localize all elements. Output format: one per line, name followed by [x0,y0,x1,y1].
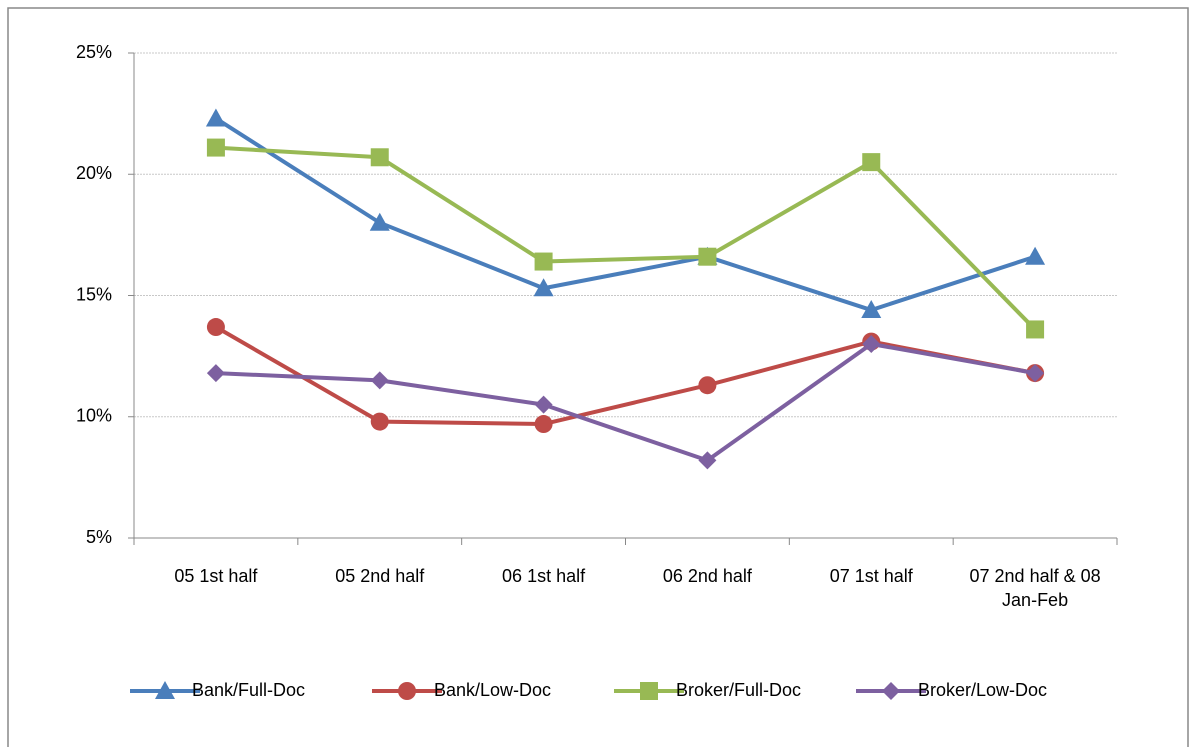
data-point [534,395,553,414]
legend-label: Broker/Full-Doc [676,680,801,700]
data-point [534,415,553,434]
data-point [698,247,717,266]
data-point [862,335,881,353]
data-point [1025,246,1046,265]
data-point [862,153,881,172]
data-point [370,371,389,390]
legend-marker [882,682,900,700]
x-tick-label: 07 2nd half & 08 Jan-Feb [969,566,1101,610]
series-line [214,116,1036,313]
y-tick-label: 5% [86,527,112,547]
chart-border [7,7,1189,747]
data-point [205,108,226,127]
y-tick-label: 20% [76,163,112,183]
data-point [861,300,882,319]
data-point [698,451,717,470]
series-line [214,325,1036,427]
data-point [206,364,225,383]
x-tick-label: 06 1st half [502,566,586,586]
data-point [206,318,225,337]
x-tick-label: 05 1st half [174,566,258,586]
data-point [370,412,389,431]
legend-label: Bank/Full-Doc [192,680,305,700]
series-line [215,145,1037,331]
legend-label: Broker/Low-Doc [918,680,1047,700]
y-tick-label: 25% [76,42,112,62]
series-line [215,342,1036,463]
data-point [370,148,389,167]
data-point [698,376,717,395]
legend-marker [155,681,175,699]
y-tick-label: 15% [76,284,112,304]
data-point [534,252,553,271]
legend-marker [398,682,416,700]
legend-marker [640,682,658,700]
data-point [1026,320,1045,339]
legend-label: Bank/Low-Doc [434,680,551,700]
data-point [206,138,225,157]
y-tick-label: 10% [76,406,112,426]
x-tick-label: 05 2nd half [335,566,425,586]
x-tick-label: 07 1st half [829,566,913,586]
data-point [1026,364,1045,383]
data-point [533,278,554,297]
x-tick-label: 06 2nd half [662,566,752,586]
data-point [369,212,390,231]
